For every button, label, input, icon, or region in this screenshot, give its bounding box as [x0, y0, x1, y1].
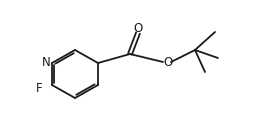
Text: F: F — [36, 83, 42, 95]
Text: O: O — [163, 56, 173, 70]
Text: N: N — [42, 56, 50, 70]
Text: O: O — [133, 22, 143, 34]
